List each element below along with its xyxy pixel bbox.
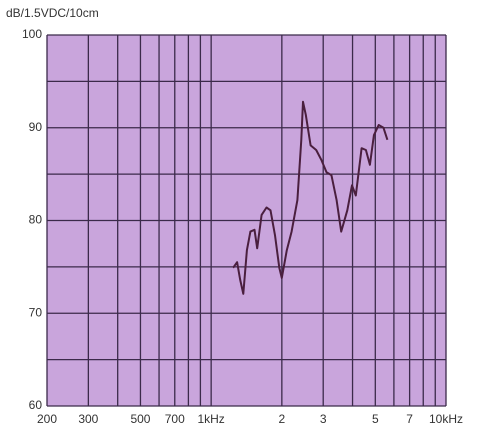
x-tick-label: 3	[320, 412, 327, 426]
y-tick-label: 70	[29, 305, 43, 319]
x-tick-label: 300	[78, 412, 98, 426]
x-tick-label: 7	[406, 412, 413, 426]
response-curve	[232, 100, 389, 295]
x-tick-label: 5	[372, 412, 379, 426]
x-tick-label: 1kHz	[197, 412, 224, 426]
chart-title: dB/1.5VDC/10cm	[6, 6, 99, 20]
y-tick-label: 100	[22, 27, 42, 41]
y-tick-label: 80	[29, 213, 43, 227]
x-tick-label: 700	[165, 412, 185, 426]
x-tick-label: 500	[130, 412, 150, 426]
x-tick-label: 2	[279, 412, 286, 426]
x-tick-label: 10kHz	[429, 412, 463, 426]
y-tick-label: 90	[29, 120, 43, 134]
y-tick-label: 60	[29, 398, 43, 412]
x-tick-label: 200	[37, 412, 57, 426]
